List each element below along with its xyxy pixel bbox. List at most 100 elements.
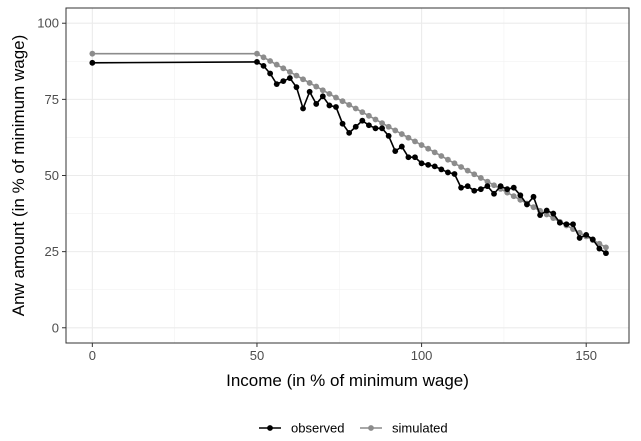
data-point-observed	[333, 104, 339, 110]
data-point-observed	[451, 171, 458, 177]
data-point-observed	[576, 235, 583, 241]
data-point-observed	[431, 163, 438, 170]
data-point-simulated	[313, 83, 320, 90]
data-point-observed	[418, 160, 425, 167]
data-point-observed	[313, 101, 320, 107]
data-point-simulated	[491, 182, 497, 189]
data-point-observed	[477, 186, 484, 193]
data-point-simulated	[398, 131, 405, 137]
data-point-simulated	[418, 142, 425, 148]
data-point-observed	[300, 105, 306, 112]
data-point-observed	[563, 221, 570, 228]
data-point-simulated	[438, 153, 445, 159]
legend-key-point	[368, 425, 374, 431]
data-point-simulated	[372, 116, 379, 123]
data-point-observed	[267, 70, 274, 77]
data-point-simulated	[464, 167, 471, 174]
major-grid	[66, 8, 629, 343]
series-simulated	[89, 50, 609, 251]
data-point-observed	[543, 207, 550, 214]
data-point-simulated	[431, 149, 438, 156]
data-point-simulated	[405, 134, 412, 141]
data-point-simulated	[346, 101, 353, 108]
data-point-simulated	[484, 178, 491, 185]
data-point-observed	[346, 129, 353, 136]
data-point-simulated	[385, 123, 392, 130]
y-axis-ticks: 0 25 50 75 100	[37, 16, 66, 335]
data-point-observed	[458, 184, 464, 191]
data-point-observed	[425, 161, 432, 168]
data-point-observed	[319, 93, 326, 100]
legend-item-observed: observed	[259, 421, 344, 436]
data-point-simulated	[260, 54, 267, 61]
data-point-observed	[326, 102, 333, 109]
x-tick-label: 100	[411, 348, 433, 363]
data-point-simulated	[530, 204, 537, 211]
legend-key-point	[267, 425, 273, 431]
data-point-simulated	[326, 90, 333, 97]
data-point-observed	[339, 120, 346, 127]
data-point-observed	[359, 117, 366, 124]
data-point-simulated	[306, 80, 313, 86]
data-point-simulated	[319, 87, 326, 94]
data-point-observed	[596, 245, 603, 252]
data-point-observed	[497, 183, 504, 190]
data-point-simulated	[352, 105, 359, 112]
data-point-simulated	[451, 160, 458, 167]
data-point-observed	[412, 154, 418, 161]
data-point-observed	[510, 184, 517, 191]
data-point-observed	[89, 59, 96, 66]
y-tick-label: 100	[37, 16, 59, 31]
data-point-simulated	[425, 145, 432, 152]
data-point-observed	[484, 183, 491, 190]
data-point-simulated	[89, 50, 96, 57]
y-tick-label: 0	[52, 320, 59, 335]
series-line-simulated	[92, 52, 607, 249]
data-point-simulated	[339, 98, 346, 105]
series-line-observed	[92, 61, 607, 254]
data-point-simulated	[477, 175, 484, 181]
minor-grid	[66, 8, 629, 343]
data-point-observed	[570, 221, 576, 228]
data-point-observed	[471, 187, 478, 194]
data-point-simulated	[379, 120, 385, 127]
y-axis-title: Anw amount (in % of minimum wage)	[9, 35, 28, 317]
data-point-observed	[260, 62, 267, 69]
data-point-simulated	[458, 164, 464, 170]
data-point-simulated	[445, 156, 451, 163]
series-observed	[89, 59, 609, 257]
data-point-observed	[491, 190, 497, 197]
data-point-simulated	[280, 65, 287, 72]
x-tick-label: 50	[250, 348, 264, 363]
data-point-observed	[398, 143, 405, 150]
y-tick-label: 50	[45, 168, 59, 183]
data-point-observed	[504, 186, 511, 193]
data-point-observed	[589, 236, 596, 243]
data-point-observed	[537, 212, 544, 218]
data-point-observed	[583, 231, 590, 238]
data-point-simulated	[267, 58, 274, 64]
data-point-observed	[352, 123, 359, 130]
data-point-simulated	[471, 171, 478, 178]
y-tick-label: 75	[45, 92, 59, 107]
data-point-simulated	[293, 72, 300, 79]
legend: observed simulated	[259, 421, 448, 436]
data-point-simulated	[286, 69, 293, 75]
data-point-observed	[530, 193, 537, 200]
data-point-simulated	[412, 138, 418, 145]
data-point-observed	[438, 166, 445, 173]
y-tick-label: 25	[45, 244, 59, 259]
data-point-simulated	[510, 193, 517, 200]
data-point-observed	[464, 183, 471, 190]
x-axis-ticks: 0 50 100 150	[89, 343, 597, 363]
data-point-observed	[306, 88, 313, 95]
legend-item-simulated: simulated	[360, 421, 448, 436]
data-point-observed	[385, 133, 392, 139]
data-point-observed	[550, 210, 557, 217]
data-point-simulated	[603, 244, 609, 251]
data-point-simulated	[254, 50, 260, 57]
data-point-simulated	[359, 109, 366, 116]
data-point-observed	[372, 125, 379, 132]
legend-label: observed	[291, 421, 344, 436]
